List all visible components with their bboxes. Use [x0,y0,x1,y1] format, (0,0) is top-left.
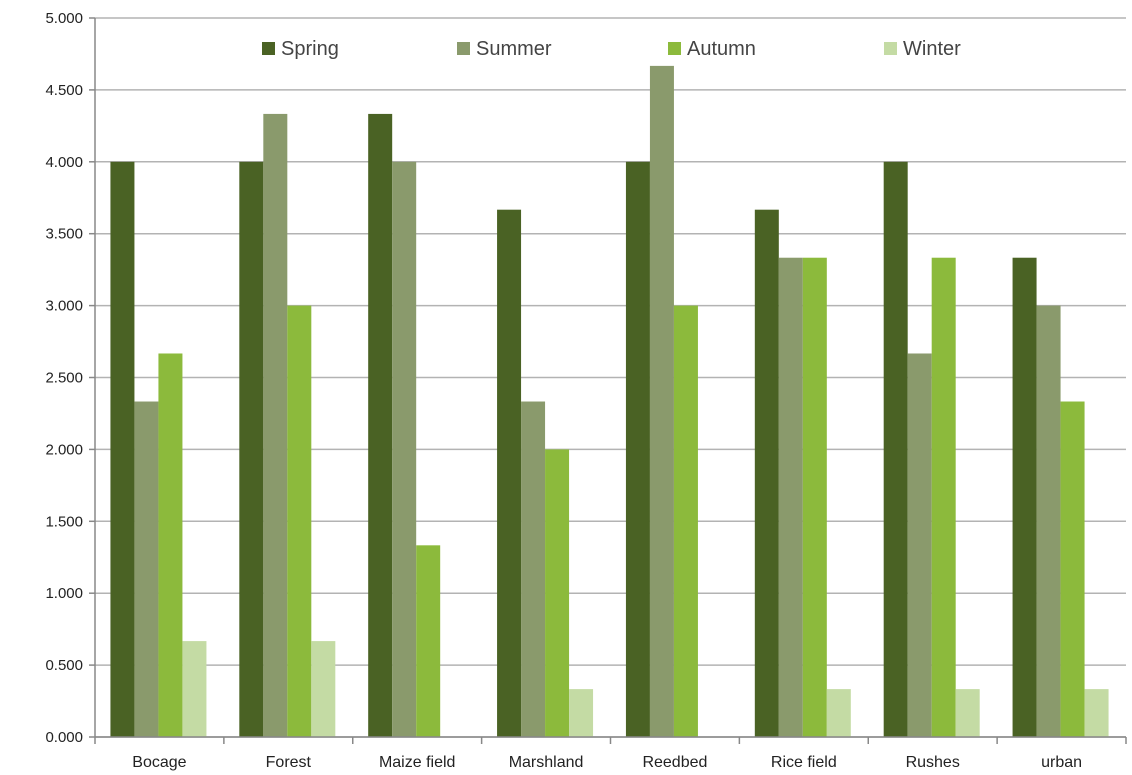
bar-winter-bocage [182,641,207,737]
bar-winter-urban [1084,689,1109,737]
bar-winter-rice-field [826,689,851,737]
y-tick-label-8: 4.000 [45,154,83,171]
y-axis: 0.000 0.500 1.000 1.500 2.000 2.500 3.000 3.500… [45,10,96,746]
y-tick-label-10: 5.000 [45,10,83,27]
y-tick-label-0: 0.000 [45,729,83,746]
bar-summer-rushes [907,353,932,737]
bar-spring-reedbed [625,161,650,738]
x-tick-label-6: Rushes [906,754,960,771]
bar-autumn-marshland [545,449,570,737]
y-tick-label-5: 2.500 [45,370,83,387]
bar-autumn-rice-field [802,257,827,737]
bar-spring-maize-field [368,113,393,737]
bar-summer-marshland [521,401,546,737]
bar-winter-forest [311,641,336,737]
bar-winter-rushes [955,689,980,737]
legend-label-spring: Spring [281,38,339,60]
x-tick-label-0: Bocage [132,754,186,771]
y-tick-label-4: 2.000 [45,441,83,458]
y-tick-label-3: 1.500 [45,513,83,530]
bar-autumn-forest [287,305,312,737]
legend-label-autumn: Autumn [687,38,756,60]
bar-autumn-rushes [931,257,956,737]
bar-summer-bocage [134,401,159,737]
bar-autumn-maize-field [416,545,441,737]
bar-spring-urban [1012,257,1037,737]
legend-label-winter: Winter [903,38,961,60]
bar-summer-rice-field [778,257,803,737]
bar-spring-marshland [497,209,522,737]
legend-swatch-winter [884,42,897,55]
bar-spring-forest [239,161,264,738]
bar-summer-urban [1036,305,1061,737]
y-tick-label-2: 1.000 [45,585,83,602]
bar-spring-rushes [883,161,908,738]
legend-label-summer: Summer [476,38,552,60]
bar-autumn-bocage [158,353,183,737]
bar-autumn-reedbed [673,305,698,737]
y-tick-label-9: 4.500 [45,82,83,99]
y-tick-label-6: 3.000 [45,298,83,315]
bar-summer-reedbed [649,65,674,738]
x-tick-label-2: Maize field [379,754,455,771]
bar-summer-maize-field [392,161,417,738]
x-axis: Bocage Forest Maize field Marshland Reedbed R… [94,736,1127,771]
legend: Spring Summer Autumn Winter [262,38,961,60]
bars [110,65,1109,738]
bar-winter-marshland [569,689,594,737]
x-tick-label-1: Forest [266,754,312,771]
x-tick-label-7: urban [1041,754,1082,771]
legend-swatch-spring [262,42,275,55]
legend-swatch-summer [457,42,470,55]
x-tick-label-4: Reedbed [642,754,707,771]
legend-swatch-autumn [668,42,681,55]
y-tick-label-1: 0.500 [45,657,83,674]
y-tick-label-7: 3.500 [45,226,83,243]
bar-spring-rice-field [754,209,779,737]
bar-summer-forest [263,113,288,737]
x-tick-label-3: Marshland [509,754,584,771]
x-tick-label-5: Rice field [771,754,837,771]
bar-spring-bocage [110,161,135,738]
bar-autumn-urban [1060,401,1085,737]
